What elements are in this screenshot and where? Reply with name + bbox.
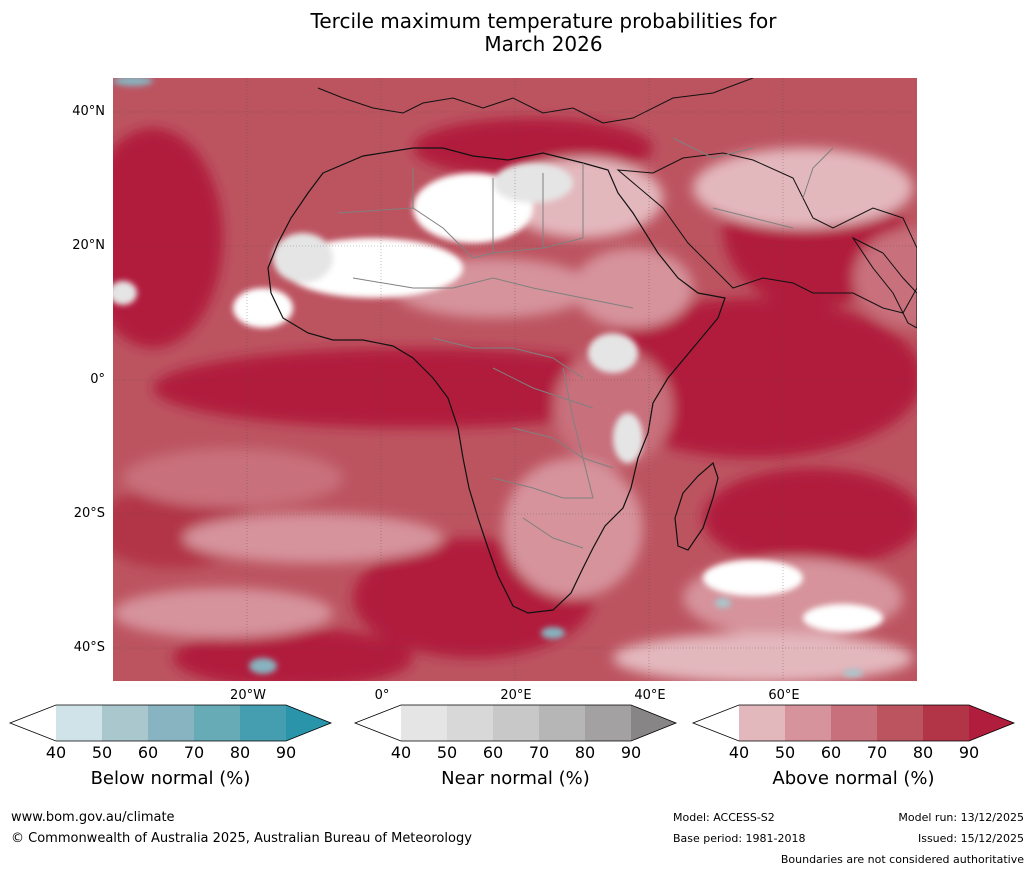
india-coastline: [851, 236, 917, 329]
lon-label-20e: 20°E: [500, 688, 532, 703]
arabia-coastline: [616, 152, 917, 314]
copyright-text: © Commonwealth of Australia 2025, Austra…: [11, 831, 472, 846]
madagascar-coastline: [674, 461, 719, 551]
near-tick-60: 60: [482, 743, 504, 762]
colorbar-near-segment-0: [355, 705, 401, 741]
above-tick-50: 50: [774, 743, 796, 762]
base-period: Base period: 1981-2018: [673, 832, 806, 845]
model-name: Model: ACCESS-S2: [673, 811, 775, 824]
near-tick-50: 50: [436, 743, 458, 762]
lat-label-40n: 40°N: [72, 104, 105, 119]
bom-climate-link[interactable]: www.bom.gov.au/climate: [11, 810, 175, 825]
above-tick-90: 90: [958, 743, 980, 762]
near-tick-80: 80: [574, 743, 596, 762]
colorbar-above-normal: [691, 704, 1016, 742]
europe-coastline: [317, 78, 754, 124]
colorbar-near-segment-2: [447, 705, 493, 741]
below-tick-40: 40: [45, 743, 67, 762]
colorbar-near-normal: [353, 704, 678, 742]
africa-coastline: [267, 147, 726, 614]
near-tick-90: 90: [620, 743, 642, 762]
colorbar-below-segment-0: [10, 705, 56, 741]
colorbar-below-svg: [8, 704, 333, 742]
below-normal-title: Below normal (%): [90, 768, 251, 789]
colorbar-below-normal: [8, 704, 333, 742]
boundaries-disclaimer: Boundaries are not considered authoritat…: [780, 853, 1024, 866]
colorbar-below-segment-6: [286, 705, 331, 741]
lon-label-0: 0°: [374, 688, 390, 703]
title-line-2: March 2026: [484, 32, 603, 56]
colorbar-near-segment-4: [539, 705, 585, 741]
map-svg: [113, 78, 917, 681]
lon-label-60e: 60°E: [768, 688, 800, 703]
below-tick-90: 90: [275, 743, 297, 762]
near-tick-70: 70: [528, 743, 550, 762]
near-normal-title: Near normal (%): [441, 768, 590, 789]
lon-label-40e: 40°E: [634, 688, 666, 703]
below-tick-50: 50: [91, 743, 113, 762]
above-normal-title: Above normal (%): [772, 768, 935, 789]
above-tick-80: 80: [912, 743, 934, 762]
title-line-1: Tercile maximum temperature probabilitie…: [310, 9, 777, 33]
lat-label-20s: 20°S: [73, 506, 105, 521]
graticule: [113, 78, 917, 681]
lat-label-0: 0°: [90, 372, 105, 387]
colorbar-above-segment-2: [785, 705, 831, 741]
colorbar-above-segment-6: [969, 705, 1014, 741]
colorbar-below-segment-5: [240, 705, 286, 741]
colorbar-above-segment-1: [739, 705, 785, 741]
colorbar-near-segment-6: [631, 705, 676, 741]
colorbar-below-segment-2: [102, 705, 148, 741]
colorbar-above-segment-0: [693, 705, 739, 741]
colorbar-near-segment-1: [401, 705, 447, 741]
colorbar-near-svg: [353, 704, 678, 742]
probability-map: [113, 78, 917, 681]
colorbar-above-segment-5: [923, 705, 969, 741]
near-normal-shading: [113, 78, 883, 677]
below-tick-60: 60: [137, 743, 159, 762]
colorbar-below-segment-1: [56, 705, 102, 741]
lat-label-20n: 20°N: [72, 238, 105, 253]
above-tick-40: 40: [728, 743, 750, 762]
colorbar-below-segment-4: [194, 705, 240, 741]
lon-label-20w: 20°W: [230, 688, 266, 703]
chart-title: Tercile maximum temperature probabilitie…: [0, 10, 1035, 56]
colorbar-below-segment-3: [148, 705, 194, 741]
country-borders: [337, 137, 834, 549]
colorbar-near-segment-3: [493, 705, 539, 741]
above-tick-60: 60: [820, 743, 842, 762]
below-tick-70: 70: [183, 743, 205, 762]
colorbar-above-svg: [691, 704, 1016, 742]
lat-label-40s: 40°S: [73, 640, 105, 655]
colorbar-near-segment-5: [585, 705, 631, 741]
model-run-date: Model run: 13/12/2025: [898, 811, 1024, 824]
issued-date: Issued: 15/12/2025: [917, 832, 1024, 845]
near-tick-40: 40: [390, 743, 412, 762]
above-tick-70: 70: [866, 743, 888, 762]
colorbar-above-segment-4: [877, 705, 923, 741]
below-tick-80: 80: [229, 743, 251, 762]
colorbar-above-segment-3: [831, 705, 877, 741]
